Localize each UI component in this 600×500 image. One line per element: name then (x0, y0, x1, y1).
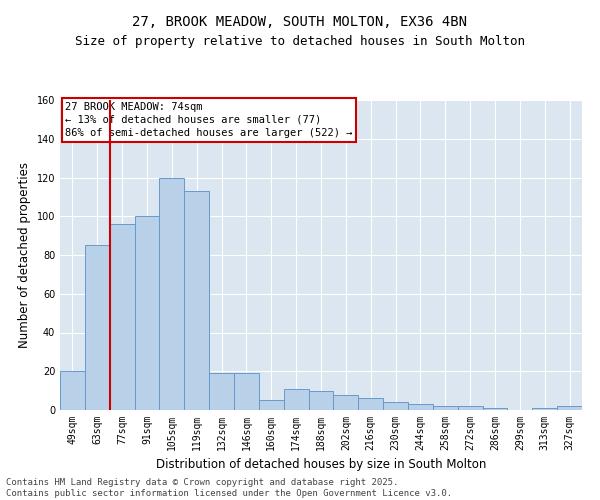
Bar (383, 402, 408, 410)
Bar (482, 408, 508, 410)
Bar (60, 371, 85, 410)
Bar (557, 406, 582, 410)
Y-axis label: Number of detached properties: Number of detached properties (18, 162, 31, 348)
Bar (110, 224, 134, 410)
Bar (209, 373, 234, 410)
Bar (259, 400, 284, 410)
Bar (308, 390, 334, 410)
Bar (284, 388, 308, 410)
Text: Contains HM Land Registry data © Crown copyright and database right 2025.
Contai: Contains HM Land Registry data © Crown c… (6, 478, 452, 498)
Text: 27 BROOK MEADOW: 74sqm
← 13% of detached houses are smaller (77)
86% of semi-det: 27 BROOK MEADOW: 74sqm ← 13% of detached… (65, 102, 353, 138)
Text: Size of property relative to detached houses in South Molton: Size of property relative to detached ho… (75, 35, 525, 48)
X-axis label: Distribution of detached houses by size in South Molton: Distribution of detached houses by size … (156, 458, 486, 471)
Bar (234, 373, 259, 410)
Bar (334, 394, 358, 410)
Bar (184, 191, 209, 410)
Text: 27, BROOK MEADOW, SOUTH MOLTON, EX36 4BN: 27, BROOK MEADOW, SOUTH MOLTON, EX36 4BN (133, 15, 467, 29)
Bar (85, 246, 110, 410)
Bar (160, 178, 184, 410)
Bar (358, 398, 383, 410)
Bar (408, 404, 433, 410)
Bar (458, 406, 482, 410)
Bar (532, 408, 557, 410)
Bar (134, 216, 160, 410)
Bar (433, 406, 458, 410)
